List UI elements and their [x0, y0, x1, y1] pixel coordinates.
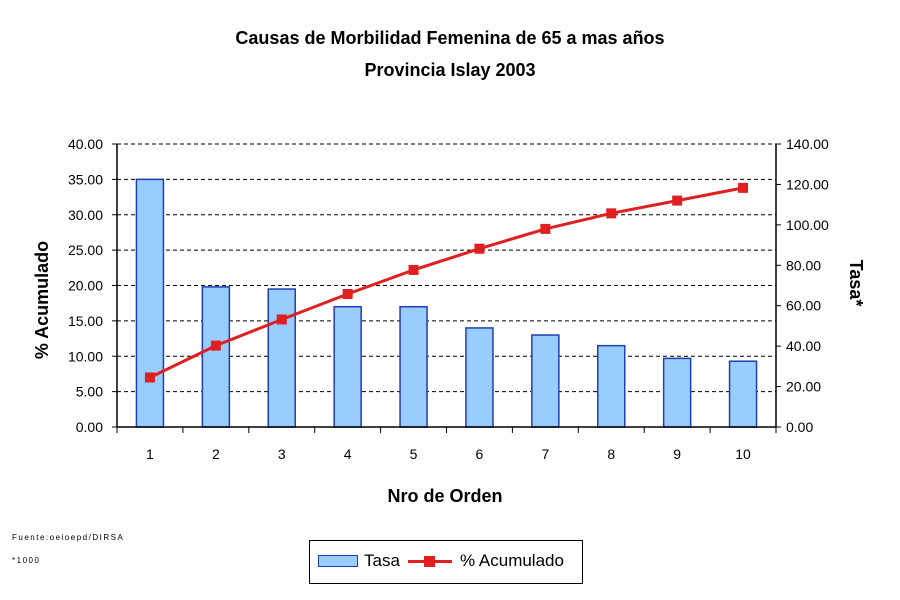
y-right-tick-label: 40.00 [786, 338, 821, 354]
y-right-tick-label: 120.00 [786, 176, 829, 192]
y-left-tick-label: 5.00 [76, 384, 103, 400]
chart-subtitle: Provincia Islay 2003 [364, 60, 536, 80]
y-left-tick-label: 25.00 [68, 242, 103, 258]
x-tick-label: 6 [476, 446, 484, 462]
y-right-tick-label: 140.00 [786, 136, 829, 152]
line-point [474, 243, 485, 254]
bar [728, 360, 758, 428]
bar [201, 286, 231, 428]
bar [399, 305, 428, 428]
x-tick-label: 9 [673, 446, 681, 462]
bar [531, 334, 560, 428]
y-right-tick-label: 20.00 [786, 379, 821, 395]
y-left-tick-label: 0.00 [76, 419, 103, 435]
x-axis-label: Nro de Orden [387, 486, 502, 506]
line-point [672, 195, 683, 206]
y-axis-right-label: Tasa* [846, 260, 866, 307]
bar [333, 305, 362, 428]
footnote: *1000 [12, 556, 41, 565]
bar [662, 357, 692, 428]
line-point [210, 340, 221, 351]
x-tick-label: 2 [212, 446, 220, 462]
bar [135, 178, 165, 428]
y-left-tick-label: 15.00 [68, 313, 103, 329]
x-tick-label: 4 [344, 446, 352, 462]
source-note: Fuente:oeioepd/DIRSA [12, 533, 125, 542]
bar [465, 327, 494, 428]
x-tick-label: 8 [607, 446, 615, 462]
line-point [738, 182, 749, 193]
y-right-tick-label: 80.00 [786, 257, 821, 273]
line-point [606, 208, 617, 219]
x-tick-label: 1 [146, 446, 154, 462]
y-axis-left-label: % Acumulado [32, 241, 52, 359]
x-tick-label: 10 [735, 446, 751, 462]
line-point [276, 314, 287, 325]
legend: Tasa % Acumulado [309, 540, 583, 584]
y-left-tick-label: 35.00 [68, 171, 103, 187]
legend-line-marker [424, 556, 435, 567]
y-left-tick-label: 10.00 [68, 348, 103, 364]
line-point [144, 372, 155, 383]
y-right-tick-label: 60.00 [786, 298, 821, 314]
axes: 0.005.0010.0015.0020.0025.0030.0035.0040… [68, 136, 829, 462]
y-left-tick-label: 30.00 [68, 207, 103, 223]
x-tick-label: 5 [410, 446, 418, 462]
y-left-tick-label: 40.00 [68, 136, 103, 152]
legend-label-tasa: Tasa [364, 551, 400, 570]
line-point [540, 223, 551, 234]
y-right-tick-label: 100.00 [786, 217, 829, 233]
y-left-tick-label: 20.00 [68, 278, 103, 294]
bar [267, 288, 296, 428]
line-series [144, 182, 749, 383]
line-point [342, 288, 353, 299]
series-line [149, 186, 744, 379]
bar-series [135, 178, 758, 428]
legend-label-acumulado: % Acumulado [460, 551, 564, 570]
legend-bar-swatch [318, 555, 358, 567]
bar [597, 344, 626, 428]
y-right-tick-label: 0.00 [786, 419, 813, 435]
line-point [408, 264, 419, 275]
x-tick-label: 7 [541, 446, 549, 462]
chart-title: Causas de Morbilidad Femenina de 65 a ma… [235, 28, 665, 48]
x-tick-label: 3 [278, 446, 286, 462]
